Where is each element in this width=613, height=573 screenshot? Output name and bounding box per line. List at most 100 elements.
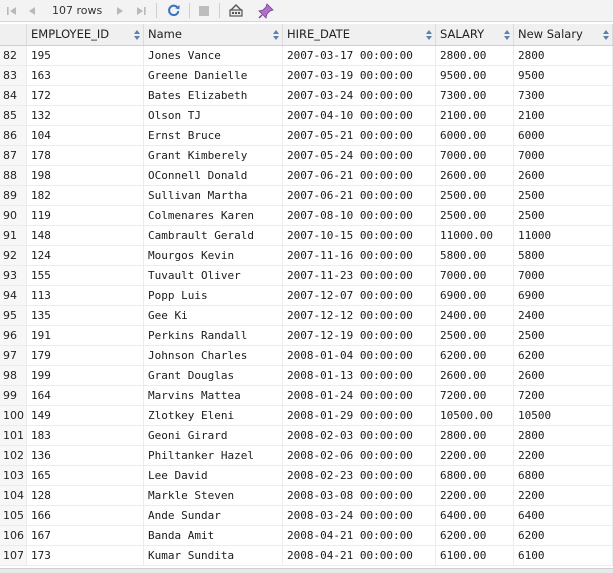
table-row[interactable]: 88 198 OConnell Donald 2007-06-21 00:00:00 2… — [0, 166, 613, 186]
table-row[interactable]: 86 104 Ernst Bruce 2007-05-21 00:00:00 6000.… — [0, 126, 613, 146]
cell-hire-date[interactable]: 2008-04-21 00:00:00 — [283, 546, 436, 565]
cell-salary[interactable]: 2200.00 — [436, 446, 514, 465]
cell-name[interactable]: Philtanker Hazel — [144, 446, 283, 465]
cell-hire-date[interactable]: 2008-02-03 00:00:00 — [283, 426, 436, 445]
table-row[interactable]: 102 136 Philtanker Hazel 2008-02-06 00:00:0… — [0, 446, 613, 466]
cell-salary[interactable]: 2500.00 — [436, 326, 514, 345]
cell-new-salary[interactable]: 6900 — [514, 286, 613, 305]
cell-hire-date[interactable]: 2007-12-07 00:00:00 — [283, 286, 436, 305]
cell-new-salary[interactable]: 6100 — [514, 546, 613, 565]
cell-salary[interactable]: 2200.00 — [436, 486, 514, 505]
cell-salary[interactable]: 6000.00 — [436, 126, 514, 145]
cell-salary[interactable]: 6200.00 — [436, 346, 514, 365]
table-row[interactable]: 83 163 Greene Danielle 2007-03-19 00:00:00 9… — [0, 66, 613, 86]
refresh-icon[interactable] — [163, 0, 183, 21]
cell-salary[interactable]: 2800.00 — [436, 46, 514, 65]
cell-hire-date[interactable]: 2008-02-06 00:00:00 — [283, 446, 436, 465]
next-page-icon[interactable] — [112, 0, 128, 21]
cell-employee-id[interactable]: 104 — [27, 126, 144, 145]
cell-name[interactable]: Perkins Randall — [144, 326, 283, 345]
table-row[interactable]: 106 167 Banda Amit 2008-04-21 00:00:00 6200.… — [0, 526, 613, 546]
cell-hire-date[interactable]: 2007-10-15 00:00:00 — [283, 226, 436, 245]
cell-name[interactable]: Kumar Sundita — [144, 546, 283, 565]
sort-icon[interactable] — [273, 30, 279, 40]
cell-new-salary[interactable]: 2500 — [514, 186, 613, 205]
cell-name[interactable]: Ernst Bruce — [144, 126, 283, 145]
cell-salary[interactable]: 10500.00 — [436, 406, 514, 425]
cell-name[interactable]: Cambrault Gerald — [144, 226, 283, 245]
cell-hire-date[interactable]: 2007-03-17 00:00:00 — [283, 46, 436, 65]
prev-page-icon[interactable] — [24, 0, 40, 21]
cell-name[interactable]: Banda Amit — [144, 526, 283, 545]
column-header-salary[interactable]: SALARY — [436, 24, 514, 45]
cell-salary[interactable]: 2500.00 — [436, 206, 514, 225]
first-page-icon[interactable] — [4, 0, 20, 21]
cell-new-salary[interactable]: 2500 — [514, 206, 613, 225]
cell-employee-id[interactable]: 195 — [27, 46, 144, 65]
cell-employee-id[interactable]: 135 — [27, 306, 144, 325]
pin-icon[interactable] — [256, 0, 276, 21]
cell-salary[interactable]: 7300.00 — [436, 86, 514, 105]
cell-employee-id[interactable]: 198 — [27, 166, 144, 185]
cell-new-salary[interactable]: 9500 — [514, 66, 613, 85]
cell-name[interactable]: Grant Douglas — [144, 366, 283, 385]
cell-new-salary[interactable]: 7300 — [514, 86, 613, 105]
cell-hire-date[interactable]: 2007-06-21 00:00:00 — [283, 166, 436, 185]
stop-icon[interactable] — [195, 0, 213, 21]
table-row[interactable]: 82 195 Jones Vance 2007-03-17 00:00:00 2800.… — [0, 46, 613, 66]
cell-employee-id[interactable]: 128 — [27, 486, 144, 505]
cell-salary[interactable]: 7000.00 — [436, 266, 514, 285]
cell-new-salary[interactable]: 2100 — [514, 106, 613, 125]
cell-new-salary[interactable]: 7200 — [514, 386, 613, 405]
cell-employee-id[interactable]: 167 — [27, 526, 144, 545]
table-row[interactable]: 96 191 Perkins Randall 2007-12-19 00:00:00 2… — [0, 326, 613, 346]
cell-salary[interactable]: 7200.00 — [436, 386, 514, 405]
cell-new-salary[interactable]: 6200 — [514, 526, 613, 545]
cell-new-salary[interactable]: 6000 — [514, 126, 613, 145]
export-icon[interactable] — [226, 0, 246, 21]
cell-new-salary[interactable]: 2200 — [514, 486, 613, 505]
cell-hire-date[interactable]: 2007-03-24 00:00:00 — [283, 86, 436, 105]
cell-salary[interactable]: 2100.00 — [436, 106, 514, 125]
cell-hire-date[interactable]: 2008-01-13 00:00:00 — [283, 366, 436, 385]
table-row[interactable]: 98 199 Grant Douglas 2008-01-13 00:00:00 260… — [0, 366, 613, 386]
cell-salary[interactable]: 6100.00 — [436, 546, 514, 565]
cell-name[interactable]: Popp Luis — [144, 286, 283, 305]
cell-new-salary[interactable]: 11000 — [514, 226, 613, 245]
cell-hire-date[interactable]: 2008-03-08 00:00:00 — [283, 486, 436, 505]
column-header-hire-date[interactable]: HIRE_DATE — [283, 24, 436, 45]
table-row[interactable]: 91 148 Cambrault Gerald 2007-10-15 00:00:00… — [0, 226, 613, 246]
cell-salary[interactable]: 6400.00 — [436, 506, 514, 525]
cell-hire-date[interactable]: 2008-01-29 00:00:00 — [283, 406, 436, 425]
cell-hire-date[interactable]: 2008-01-04 00:00:00 — [283, 346, 436, 365]
cell-hire-date[interactable]: 2007-05-24 00:00:00 — [283, 146, 436, 165]
cell-name[interactable]: Markle Steven — [144, 486, 283, 505]
column-header-name[interactable]: Name — [144, 24, 283, 45]
table-row[interactable]: 84 172 Bates Elizabeth 2007-03-24 00:00:00 7… — [0, 86, 613, 106]
cell-salary[interactable]: 2800.00 — [436, 426, 514, 445]
cell-hire-date[interactable]: 2008-04-21 00:00:00 — [283, 526, 436, 545]
cell-hire-date[interactable]: 2007-06-21 00:00:00 — [283, 186, 436, 205]
cell-employee-id[interactable]: 119 — [27, 206, 144, 225]
cell-hire-date[interactable]: 2008-03-24 00:00:00 — [283, 506, 436, 525]
table-row[interactable]: 103 165 Lee David 2008-02-23 00:00:00 6800.0… — [0, 466, 613, 486]
cell-new-salary[interactable]: 6800 — [514, 466, 613, 485]
cell-employee-id[interactable]: 149 — [27, 406, 144, 425]
cell-new-salary[interactable]: 2600 — [514, 166, 613, 185]
cell-employee-id[interactable]: 172 — [27, 86, 144, 105]
table-row[interactable]: 100 149 Zlotkey Eleni 2008-01-29 00:00:00 10… — [0, 406, 613, 426]
cell-employee-id[interactable]: 163 — [27, 66, 144, 85]
table-row[interactable]: 101 183 Geoni Girard 2008-02-03 00:00:00 280… — [0, 426, 613, 446]
cell-salary[interactable]: 5800.00 — [436, 246, 514, 265]
cell-name[interactable]: Bates Elizabeth — [144, 86, 283, 105]
cell-employee-id[interactable]: 113 — [27, 286, 144, 305]
cell-hire-date[interactable]: 2007-05-21 00:00:00 — [283, 126, 436, 145]
cell-name[interactable]: Sullivan Martha — [144, 186, 283, 205]
cell-name[interactable]: Zlotkey Eleni — [144, 406, 283, 425]
cell-hire-date[interactable]: 2007-11-23 00:00:00 — [283, 266, 436, 285]
cell-name[interactable]: Tuvault Oliver — [144, 266, 283, 285]
cell-name[interactable]: Olson TJ — [144, 106, 283, 125]
cell-new-salary[interactable]: 2800 — [514, 46, 613, 65]
sort-icon[interactable] — [426, 30, 432, 40]
cell-new-salary[interactable]: 2400 — [514, 306, 613, 325]
